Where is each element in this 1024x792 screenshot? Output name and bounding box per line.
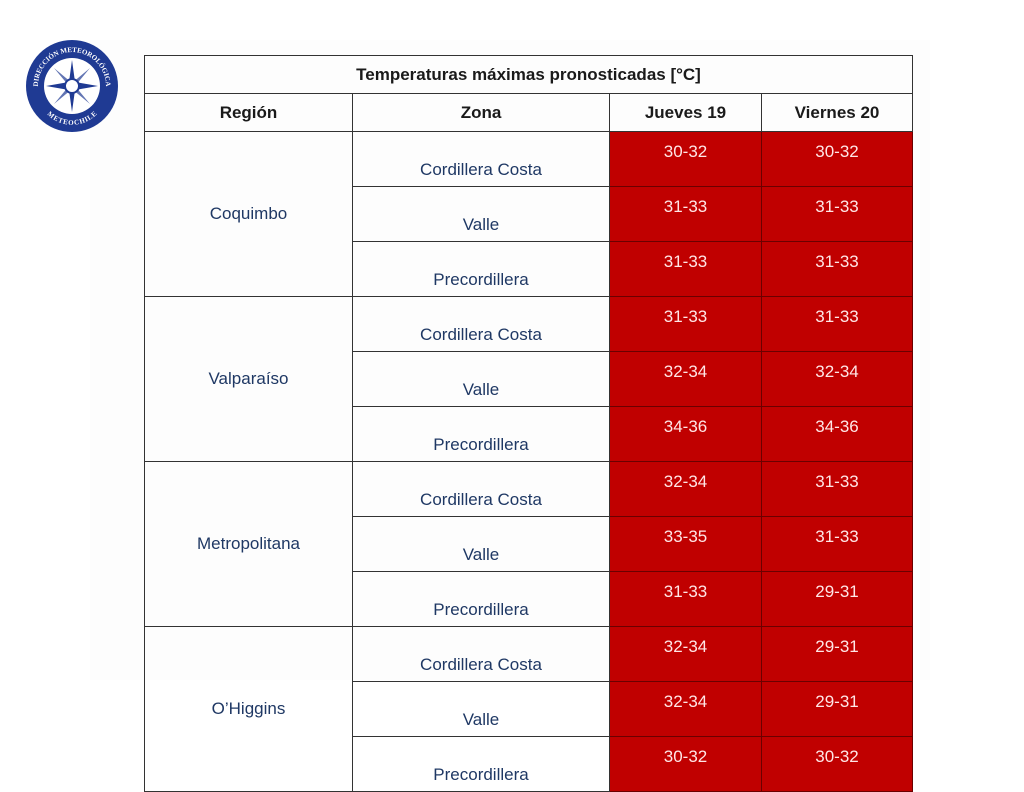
zone-cell: Valle [352, 681, 610, 737]
temperature-cell: 30-32 [609, 736, 762, 792]
temperature-cell: 32-34 [761, 351, 913, 407]
temperature-cell: 31-33 [761, 296, 913, 352]
data-row: Valle 33-35 31-33 [145, 516, 913, 572]
temperature-cell: 31-33 [609, 296, 762, 352]
region-cell: O’Higgins [144, 626, 353, 792]
zone-cell: Precordillera [352, 571, 610, 627]
zone-cell: Cordillera Costa [352, 131, 610, 187]
region-cell: Coquimbo [144, 131, 353, 297]
zone-cell: Precordillera [352, 406, 610, 462]
forecast-table: Temperaturas máximas pronosticadas [°C] R… [144, 55, 913, 792]
temperature-cell: 32-34 [609, 461, 762, 517]
region-cell: Valparaíso [144, 296, 353, 462]
data-row: Valparaíso Cordillera Costa 31-33 31-33 [144, 296, 913, 462]
temperature-cell: 33-35 [609, 516, 762, 572]
data-row: Precordillera 31-33 29-31 [145, 571, 913, 627]
table-body: Temperaturas máximas pronosticadas [°C] R… [144, 55, 913, 792]
temperature-cell: 31-33 [609, 241, 762, 297]
temperature-cell: 32-34 [609, 681, 762, 737]
column-header: Región [144, 93, 353, 132]
temperature-cell: 34-36 [609, 406, 762, 462]
logo: DIRECCIÓN METEOROLÓGICA METEOCHILE [26, 40, 118, 132]
zone-cell: Valle [352, 351, 610, 407]
column-header: Jueves 19 [609, 93, 762, 132]
temperature-cell: 31-33 [761, 241, 913, 297]
temperature-cell: 31-33 [609, 186, 762, 242]
temperature-cell: 29-31 [761, 681, 913, 737]
data-row: Coquimbo Cordillera Costa 30-32 30-32 [144, 131, 913, 297]
zone-cell: Valle [352, 516, 610, 572]
temperature-cell: 34-36 [761, 406, 913, 462]
data-row: Metropolitana Cordillera Costa 32-34 31-33 [144, 461, 913, 627]
temperature-cell: 32-34 [609, 626, 762, 682]
temperature-cell: 29-31 [761, 626, 913, 682]
zone-cell: Cordillera Costa [352, 296, 610, 352]
temperature-cell: 31-33 [609, 571, 762, 627]
temperature-cell: 30-32 [761, 736, 913, 792]
zone-cell: Cordillera Costa [352, 626, 610, 682]
zone-cell: Valle [352, 186, 610, 242]
zone-cell: Cordillera Costa [352, 461, 610, 517]
data-row: Valle 32-34 32-34 [145, 351, 913, 407]
body: DIRECCIÓN METEOROLÓGICA METEOCHILE Tempe… [26, 40, 913, 792]
zone-cell: Precordillera [352, 736, 610, 792]
logo-center [64, 78, 80, 94]
zone-cell: Precordillera [352, 241, 610, 297]
title-row: Temperaturas máximas pronosticadas [°C] [144, 55, 913, 94]
temperature-cell: 31-33 [761, 461, 913, 517]
temperature-cell: 31-33 [761, 516, 913, 572]
region-cell: Metropolitana [144, 461, 353, 627]
temperature-cell: 31-33 [761, 186, 913, 242]
table-title: Temperaturas máximas pronosticadas [°C] [144, 55, 913, 94]
temperature-cell: 32-34 [609, 351, 762, 407]
header-row: Región Zona Jueves 19 Viernes 20 [144, 93, 913, 132]
temperature-cell: 30-32 [609, 131, 762, 187]
page: {"logo": {"top_text": "DIRECCIÓN METEORO… [26, 40, 913, 792]
column-header: Zona [352, 93, 610, 132]
temperature-cell: 29-31 [761, 571, 913, 627]
temperature-cell: 30-32 [761, 131, 913, 187]
column-header: Viernes 20 [761, 93, 913, 132]
data-row: O’Higgins Cordillera Costa 32-34 29-31 [144, 626, 913, 792]
